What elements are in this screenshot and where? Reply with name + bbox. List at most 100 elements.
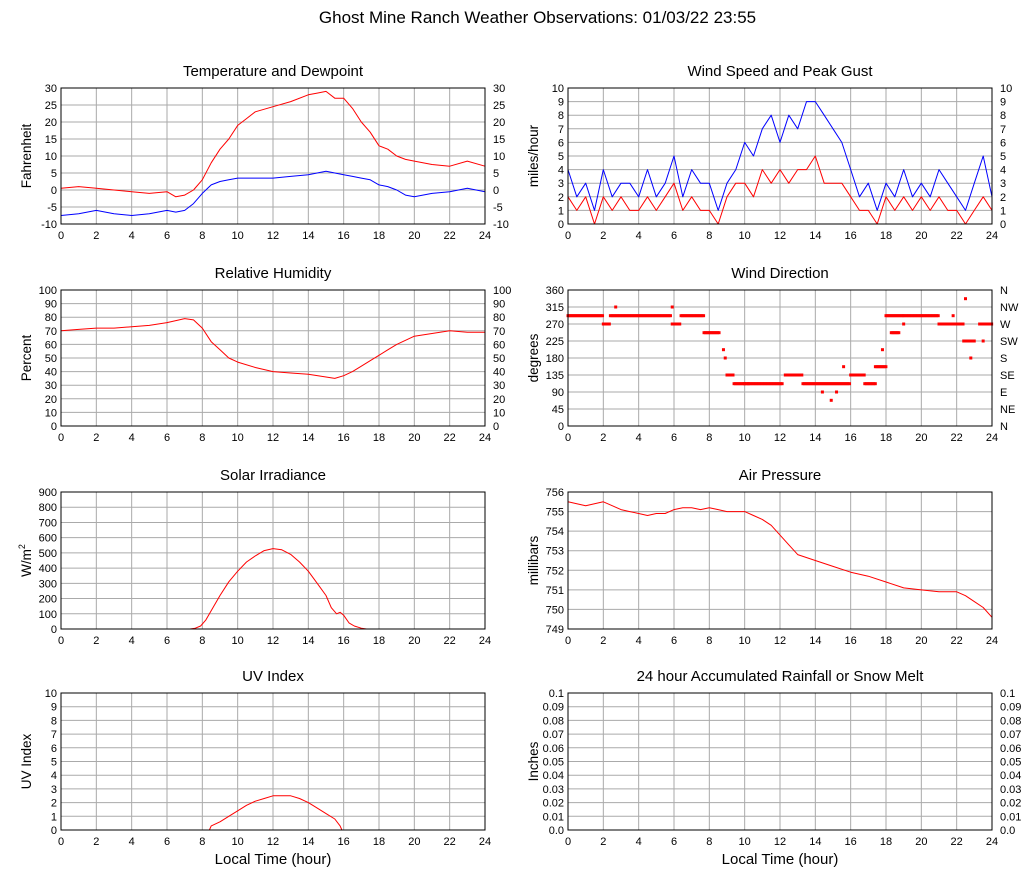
- data-point: [962, 339, 966, 343]
- data-point: [864, 382, 868, 386]
- data-point: [820, 390, 824, 394]
- y-tick-label: -5: [47, 202, 57, 214]
- data-point: [638, 314, 642, 318]
- right-tick-label: 25: [493, 100, 505, 112]
- data-point: [611, 314, 615, 318]
- right-tick-label: 0.03: [1000, 784, 1021, 796]
- x-tick-label: 4: [129, 432, 135, 444]
- data-point: [891, 331, 895, 335]
- data-point: [918, 314, 922, 318]
- x-tick-label: 12: [267, 635, 279, 647]
- data-point: [620, 314, 624, 318]
- data-point: [850, 373, 854, 377]
- data-point: [593, 314, 597, 318]
- data-point: [855, 373, 859, 377]
- data-point: [731, 373, 735, 377]
- y-tick-label: 0.0: [549, 825, 564, 837]
- data-point: [759, 382, 763, 386]
- data-point: [948, 322, 952, 326]
- data-point: [670, 322, 674, 326]
- x-tick-label: 24: [986, 836, 998, 848]
- x-tick-label: 22: [951, 432, 963, 444]
- data-point: [589, 314, 593, 318]
- data-point: [650, 314, 654, 318]
- data-point: [614, 314, 618, 318]
- right-tick-label: W: [1000, 319, 1011, 331]
- data-point: [942, 322, 946, 326]
- data-point: [939, 322, 943, 326]
- chart-title: Air Pressure: [739, 467, 822, 484]
- chart-rain: 24 hour Accumulated Rainfall or Snow Mel…: [526, 668, 1021, 868]
- x-tick-label: 22: [951, 230, 963, 242]
- data-point: [755, 382, 759, 386]
- data-point: [725, 373, 729, 377]
- data-point: [881, 365, 885, 369]
- x-tick-label: 14: [302, 635, 314, 647]
- data-point: [780, 382, 784, 386]
- data-point: [935, 314, 939, 318]
- data-point: [982, 322, 986, 326]
- data-point: [836, 382, 840, 386]
- data-point: [929, 314, 933, 318]
- data-point: [640, 314, 644, 318]
- right-tick-label: 30: [493, 380, 505, 392]
- data-point: [823, 382, 827, 386]
- data-point: [777, 382, 781, 386]
- chart-title: Solar Irradiance: [220, 467, 326, 484]
- data-point: [829, 382, 833, 386]
- data-point: [646, 314, 650, 318]
- x-tick-label: 12: [267, 230, 279, 242]
- data-point: [691, 314, 695, 318]
- data-point: [752, 382, 756, 386]
- data-point: [730, 373, 734, 377]
- x-tick-label: 20: [915, 432, 927, 444]
- data-point: [789, 373, 793, 377]
- data-point: [704, 331, 708, 335]
- y-tick-label: 800: [39, 502, 57, 514]
- data-point: [872, 382, 876, 386]
- data-point: [949, 322, 953, 326]
- data-point: [862, 373, 866, 377]
- right-tick-label: SW: [1000, 336, 1018, 348]
- data-point: [961, 322, 965, 326]
- y-tick-label: 750: [546, 604, 564, 616]
- data-point: [852, 373, 856, 377]
- data-point: [723, 356, 727, 360]
- data-point: [740, 382, 744, 386]
- x-tick-label: 20: [915, 230, 927, 242]
- y-tick-label: 4: [558, 165, 564, 177]
- x-tick-label: 4: [636, 836, 642, 848]
- right-tick-label: 3: [1000, 178, 1006, 190]
- data-point: [966, 339, 970, 343]
- data-point: [667, 314, 671, 318]
- data-point: [580, 314, 584, 318]
- y-tick-label: 80: [45, 312, 57, 324]
- right-tick-label: 0.07: [1000, 729, 1021, 741]
- data-point: [693, 314, 697, 318]
- x-tick-label: 0: [58, 635, 64, 647]
- x-tick-label: 12: [267, 836, 279, 848]
- data-point: [694, 314, 698, 318]
- y-tick-label: 6: [51, 743, 57, 755]
- data-point: [957, 322, 961, 326]
- y-tick-label: 7: [51, 729, 57, 741]
- x-tick-label: 16: [338, 432, 350, 444]
- data-point: [578, 314, 582, 318]
- y-tick-label: -10: [41, 219, 57, 231]
- data-point: [964, 297, 967, 301]
- data-point: [924, 314, 928, 318]
- data-point: [870, 382, 874, 386]
- data-point: [707, 331, 711, 335]
- data-point: [835, 390, 839, 394]
- data-point: [856, 373, 860, 377]
- data-point: [873, 365, 877, 369]
- x-tick-label: 16: [845, 230, 857, 242]
- series-line-temp-0: [60, 90, 486, 198]
- data-point: [912, 314, 916, 318]
- data-point: [943, 322, 947, 326]
- data-point: [762, 382, 766, 386]
- data-point: [727, 373, 731, 377]
- y-tick-label: 10: [45, 151, 57, 163]
- y-tick-label: 8: [51, 715, 57, 727]
